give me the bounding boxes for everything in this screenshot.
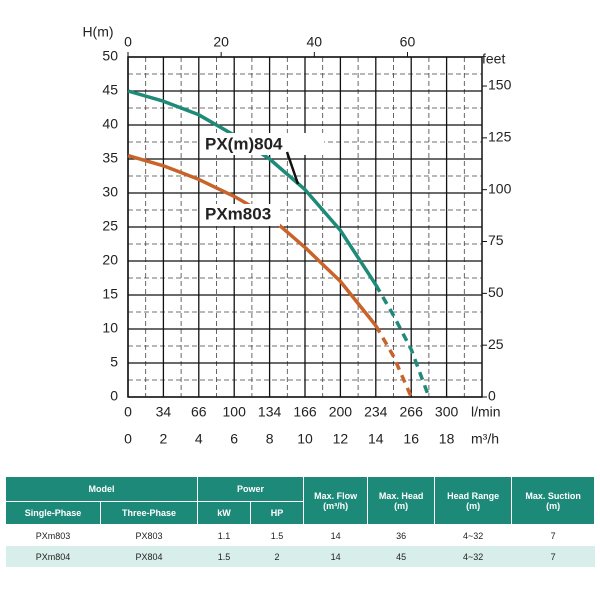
y-axis-title: H(m) — [82, 24, 113, 40]
header-unit: (m³/h) — [323, 500, 349, 511]
y-tick-label: 50 — [102, 48, 118, 64]
header-label: Max. Suction — [525, 490, 581, 501]
series-label: PX(m)804 — [205, 134, 283, 153]
table-cell: PXm803 — [35, 530, 71, 541]
x2-tick-label: 40 — [307, 34, 323, 50]
curve-extension — [374, 324, 413, 398]
y-tick-label: 25 — [102, 218, 118, 234]
x-lmin-tick-label: 266 — [400, 404, 424, 420]
y-tick-label: 5 — [110, 354, 118, 370]
y-tick-label: 10 — [102, 320, 118, 336]
x-axis-title: m³/h — [471, 431, 499, 447]
spec-table: Model Power Max. Flow (m³/h) Max. Head (m)… — [5, 476, 595, 567]
table-cell: 14 — [330, 530, 341, 541]
y2-tick-label: 75 — [488, 232, 504, 248]
label-bg — [200, 204, 280, 226]
header: Model — [5, 476, 198, 502]
x-tick-label: 0 — [124, 431, 132, 447]
table-cell: 2 — [250, 546, 304, 567]
table-row: PXm803 PX803 1.1 1.5 14 36 4~32 7 — [6, 525, 595, 547]
header-label: Max. Head — [378, 490, 424, 501]
x2-tick-label: 20 — [213, 34, 229, 50]
x-lmin-tick-label: 34 — [156, 404, 172, 420]
header-label: Max. Flow — [314, 490, 358, 501]
x-tick-label: 8 — [266, 431, 274, 447]
table-cell: PX804 — [100, 546, 198, 567]
header: Max. Flow (m³/h) — [302, 476, 369, 525]
x-lmin-tick-label: 66 — [191, 404, 207, 420]
x-lmin-tick-label: 134 — [258, 404, 282, 420]
y-tick-label: 40 — [102, 116, 118, 132]
header-unit: (m) — [394, 500, 409, 511]
table-cell: 7 — [511, 546, 595, 567]
y2-tick-label: 100 — [488, 180, 512, 196]
table-cell: 4~32 — [434, 546, 512, 567]
table-cell: 7 — [550, 530, 556, 541]
x-lmin-title: l/min — [471, 404, 501, 420]
y-tick-label: 20 — [102, 252, 118, 268]
subheader: Single-Phase — [5, 501, 101, 525]
y-tick-label: 35 — [102, 150, 118, 166]
table-row: PXm804 PX804 1.5 2 14 45 4~32 7 — [5, 546, 595, 567]
label-pointer — [285, 151, 300, 185]
header: Power — [197, 476, 304, 502]
x-tick-label: 14 — [368, 431, 384, 447]
x-tick-label: 18 — [439, 431, 455, 447]
table-cell: 45 — [367, 546, 435, 567]
x-tick-label: 16 — [403, 431, 419, 447]
y-tick-label: 15 — [102, 286, 118, 302]
subheader: kW — [197, 501, 251, 525]
header-unit: (m) — [546, 500, 561, 511]
x-lmin-tick-label: 100 — [223, 404, 247, 420]
x-lmin-tick-label: 300 — [435, 404, 459, 420]
table-cell: PXm804 — [5, 546, 101, 567]
x-tick-label: 10 — [297, 431, 313, 447]
y2-axis-title: feet — [482, 51, 505, 67]
series-label: PXm803 — [205, 204, 271, 223]
header-unit: (m) — [466, 500, 481, 511]
header: Max. Suction (m) — [511, 476, 595, 525]
y-tick-label: 0 — [110, 388, 118, 404]
x-tick-label: 2 — [160, 431, 168, 447]
x-lmin-tick-label: 0 — [124, 404, 132, 420]
x-lmin-tick-label: 166 — [293, 404, 317, 420]
y-tick-label: 30 — [102, 184, 118, 200]
header: Head Range (m) — [433, 476, 513, 525]
y2-tick-label: 50 — [488, 284, 504, 300]
curve-extension — [374, 283, 431, 398]
table-cell: PX803 — [135, 530, 163, 541]
table-cell: 1.1 — [217, 530, 231, 541]
x2-tick-label: 0 — [124, 34, 132, 50]
plot-frame — [127, 56, 483, 398]
header: Max. Head (m) — [367, 476, 435, 525]
y2-tick-label: 25 — [488, 336, 504, 352]
y2-tick-label: 125 — [488, 129, 512, 145]
x-tick-label: 12 — [333, 431, 349, 447]
x-tick-label: 6 — [230, 431, 238, 447]
subheader: HP — [250, 501, 304, 525]
label-bg — [200, 133, 324, 155]
x-lmin-tick-label: 234 — [364, 404, 388, 420]
table-cell: 4~32 — [462, 530, 484, 541]
table-cell: 14 — [303, 546, 368, 567]
y-tick-label: 45 — [102, 82, 118, 98]
header-label: Head Range — [447, 490, 500, 501]
x-tick-label: 4 — [195, 431, 203, 447]
y2-tick-label: 150 — [488, 77, 512, 93]
table-cell: 1.5 — [270, 530, 284, 541]
table-cell: 1.5 — [197, 546, 251, 567]
y2-tick-label: 0 — [488, 388, 496, 404]
subheader: Three-Phase — [100, 501, 198, 525]
table-cell: 36 — [396, 530, 407, 541]
x2-tick-label: 60 — [400, 34, 416, 50]
x-lmin-tick-label: 200 — [329, 404, 353, 420]
chart: H(m) feet l/min m³/h 0023446661008134101… — [82, 24, 512, 447]
